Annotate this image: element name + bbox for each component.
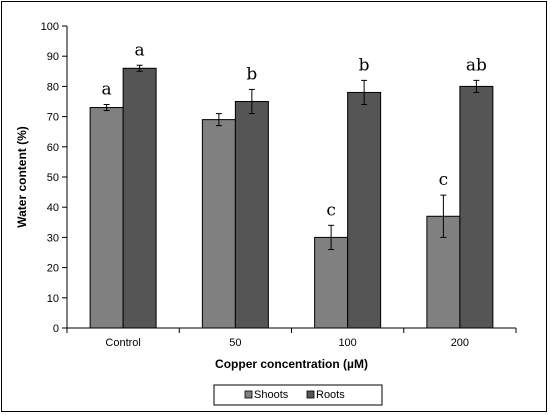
y-tick-label: 80	[47, 81, 59, 93]
y-tick-label: 30	[47, 232, 59, 244]
significance-letter: c	[439, 170, 449, 190]
significance-letter: c	[326, 200, 336, 220]
legend-box	[213, 384, 383, 406]
y-tick-label: 100	[41, 21, 59, 33]
significance-letter: a	[135, 40, 145, 60]
legend-swatch-shoots	[244, 390, 253, 399]
bar-roots-2	[347, 91, 382, 329]
y-tick-label: 50	[47, 172, 59, 184]
bar-shoots-1	[201, 119, 236, 329]
significance-letter: b	[246, 64, 257, 84]
bar-roots-1	[234, 101, 269, 329]
bar-shoots-2	[314, 236, 349, 329]
y-tick-label: 90	[47, 51, 59, 63]
legend-label-shoots: Shoots	[254, 389, 289, 401]
x-tick-label: 100	[338, 337, 356, 349]
y-tick-label: 40	[47, 202, 59, 214]
y-tick-label: 10	[47, 293, 59, 305]
significance-letter: ab	[466, 55, 487, 75]
legend: Shoots Roots	[213, 384, 383, 406]
significance-letter: a	[102, 80, 112, 100]
legend-swatch-roots	[306, 390, 315, 399]
x-tick-label: 200	[451, 337, 469, 349]
significance-letter: b	[359, 55, 370, 75]
y-tick-label: 70	[47, 112, 59, 124]
x-tick-label: Control	[105, 337, 140, 349]
bar-roots-3	[459, 85, 494, 329]
y-tick-label: 0	[53, 323, 59, 335]
legend-label-roots: Roots	[316, 389, 345, 401]
y-tick-label: 60	[47, 142, 59, 154]
y-axis-label: Water content (%)	[15, 126, 29, 228]
x-axis-label: Copper concentration (µM)	[215, 357, 368, 371]
bar-roots-0	[122, 67, 157, 329]
x-tick-label: 50	[229, 337, 241, 349]
bar-shoots-0	[89, 107, 124, 329]
y-tick-label: 20	[47, 263, 59, 275]
